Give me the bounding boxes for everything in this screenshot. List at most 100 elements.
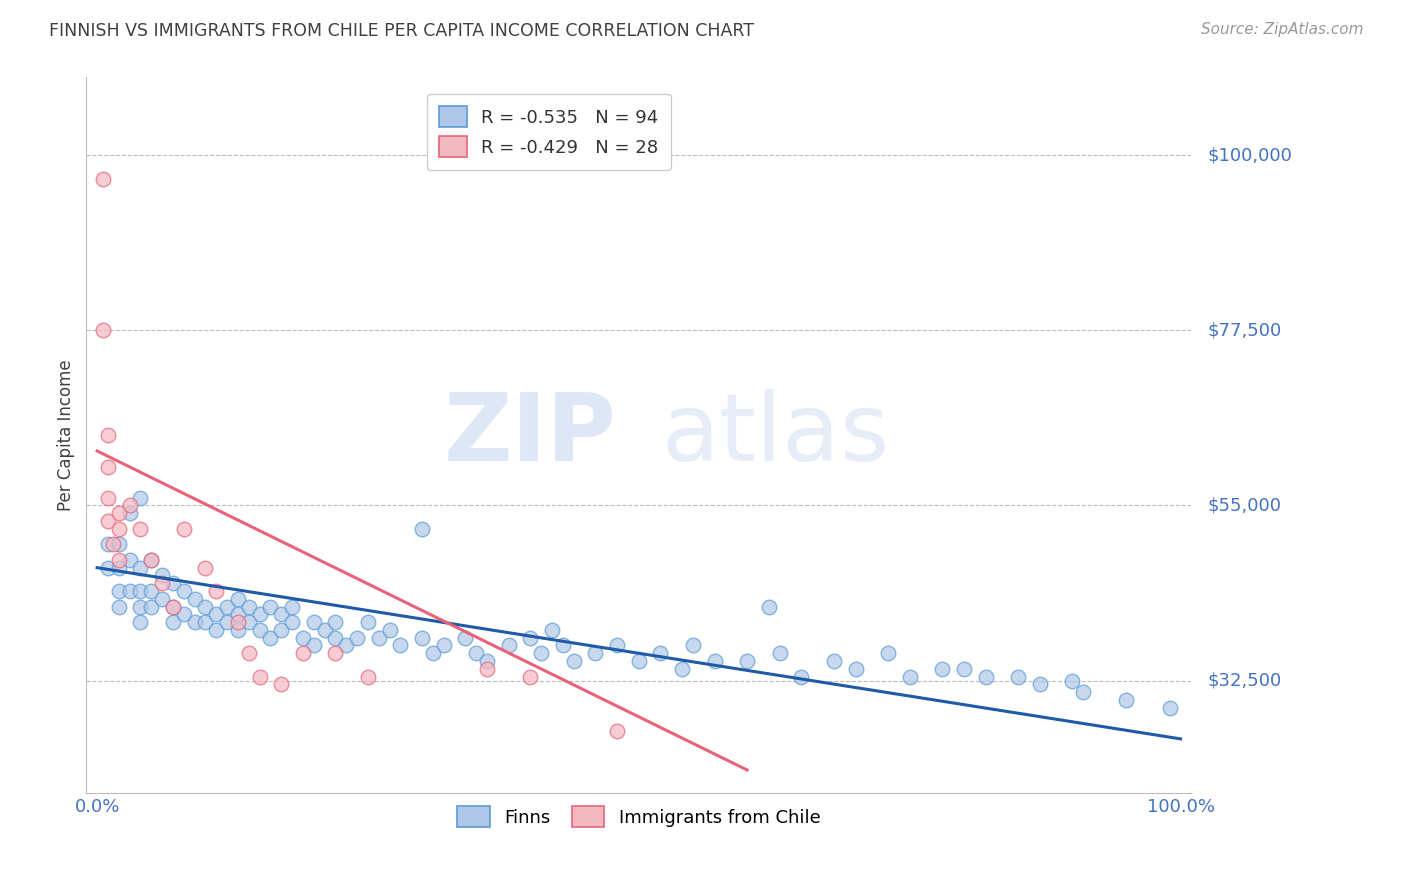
Point <box>129 491 152 505</box>
Point <box>129 615 152 629</box>
Point <box>107 584 129 599</box>
Point <box>141 553 163 567</box>
Point <box>150 591 173 606</box>
Point <box>129 560 152 574</box>
Text: FINNISH VS IMMIGRANTS FROM CHILE PER CAPITA INCOME CORRELATION CHART: FINNISH VS IMMIGRANTS FROM CHILE PER CAP… <box>49 22 754 40</box>
Y-axis label: Per Capita Income: Per Capita Income <box>58 359 75 511</box>
Point <box>974 670 997 684</box>
Point <box>162 615 184 629</box>
Point <box>627 654 650 668</box>
Text: Source: ZipAtlas.com: Source: ZipAtlas.com <box>1201 22 1364 37</box>
Point <box>107 560 129 574</box>
Point <box>389 639 412 653</box>
Point <box>141 553 163 567</box>
Point <box>162 599 184 614</box>
Point <box>769 646 792 660</box>
Point <box>97 459 120 474</box>
Point <box>226 615 249 629</box>
Text: $77,500: $77,500 <box>1208 321 1282 339</box>
Point <box>107 506 129 520</box>
Point <box>1007 670 1029 684</box>
Point <box>141 599 163 614</box>
Point <box>291 631 314 645</box>
Point <box>249 623 271 637</box>
Point <box>314 623 336 637</box>
Point <box>281 599 304 614</box>
Point <box>302 615 325 629</box>
Point <box>1028 677 1050 691</box>
Point <box>205 623 228 637</box>
Text: ZIP: ZIP <box>444 390 617 482</box>
Point <box>475 654 498 668</box>
Point <box>194 560 217 574</box>
Point <box>259 631 281 645</box>
Point <box>498 639 520 653</box>
Point <box>1115 693 1137 707</box>
Point <box>475 662 498 676</box>
Point <box>422 646 444 660</box>
Point <box>562 654 585 668</box>
Point <box>97 537 120 551</box>
Point <box>585 646 607 660</box>
Point <box>270 607 292 622</box>
Point <box>1159 700 1181 714</box>
Point <box>217 615 239 629</box>
Point <box>205 584 228 599</box>
Point <box>141 584 163 599</box>
Point <box>454 631 477 645</box>
Point <box>226 591 249 606</box>
Point <box>606 724 628 739</box>
Point <box>325 615 347 629</box>
Text: $55,000: $55,000 <box>1208 497 1282 515</box>
Point <box>270 677 292 691</box>
Point <box>682 639 704 653</box>
Point <box>118 553 141 567</box>
Point <box>173 607 195 622</box>
Point <box>1071 685 1094 699</box>
Point <box>118 584 141 599</box>
Point <box>465 646 488 660</box>
Point <box>150 576 173 591</box>
Point <box>238 646 260 660</box>
Point <box>953 662 976 676</box>
Point <box>790 670 813 684</box>
Point <box>357 615 380 629</box>
Point <box>129 584 152 599</box>
Point <box>411 631 433 645</box>
Point <box>367 631 389 645</box>
Point <box>129 522 152 536</box>
Point <box>97 491 120 505</box>
Point <box>281 615 304 629</box>
Point <box>162 576 184 591</box>
Point <box>606 639 628 653</box>
Point <box>1062 673 1084 688</box>
Point <box>541 623 564 637</box>
Point <box>325 631 347 645</box>
Point <box>118 499 141 513</box>
Point <box>107 522 129 536</box>
Point <box>118 506 141 520</box>
Point <box>173 584 195 599</box>
Point <box>302 639 325 653</box>
Point <box>249 670 271 684</box>
Point <box>530 646 553 660</box>
Point <box>217 599 239 614</box>
Point <box>107 599 129 614</box>
Point <box>411 522 433 536</box>
Point <box>238 599 260 614</box>
Point <box>270 623 292 637</box>
Point <box>823 654 845 668</box>
Point <box>249 607 271 622</box>
Text: atlas: atlas <box>661 390 889 482</box>
Text: $32,500: $32,500 <box>1208 672 1282 690</box>
Point <box>931 662 953 676</box>
Point <box>551 639 574 653</box>
Point <box>378 623 401 637</box>
Point <box>129 599 152 614</box>
Point <box>758 599 780 614</box>
Point <box>107 537 129 551</box>
Point <box>650 646 672 660</box>
Point <box>844 662 866 676</box>
Point <box>183 591 205 606</box>
Point <box>519 670 541 684</box>
